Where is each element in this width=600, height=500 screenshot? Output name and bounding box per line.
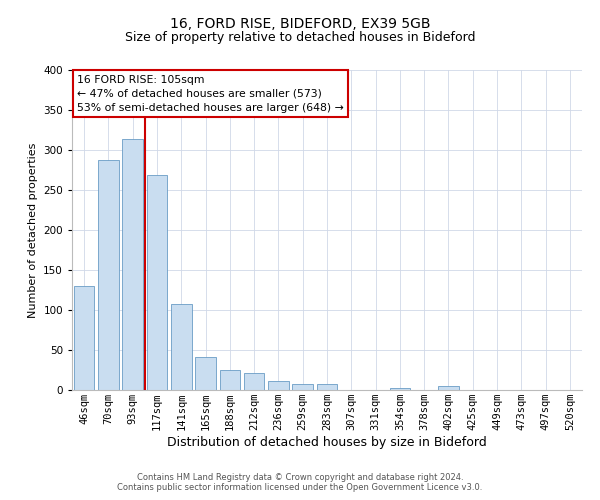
Text: Contains HM Land Registry data © Crown copyright and database right 2024.: Contains HM Land Registry data © Crown c… xyxy=(137,474,463,482)
Text: Contains public sector information licensed under the Open Government Licence v3: Contains public sector information licen… xyxy=(118,484,482,492)
Bar xyxy=(74,286,94,390)
Bar xyxy=(122,139,143,390)
X-axis label: Distribution of detached houses by size in Bideford: Distribution of detached houses by size … xyxy=(167,436,487,449)
Bar xyxy=(146,175,167,390)
Text: 16 FORD RISE: 105sqm
← 47% of detached houses are smaller (573)
53% of semi-deta: 16 FORD RISE: 105sqm ← 47% of detached h… xyxy=(77,75,344,113)
Bar xyxy=(171,304,191,390)
Bar xyxy=(244,373,265,390)
Bar xyxy=(389,388,410,390)
Text: 16, FORD RISE, BIDEFORD, EX39 5GB: 16, FORD RISE, BIDEFORD, EX39 5GB xyxy=(170,18,430,32)
Bar xyxy=(317,384,337,390)
Bar xyxy=(268,381,289,390)
Bar xyxy=(292,384,313,390)
Bar xyxy=(220,370,240,390)
Y-axis label: Number of detached properties: Number of detached properties xyxy=(28,142,38,318)
Bar xyxy=(438,386,459,390)
Bar xyxy=(98,160,119,390)
Text: Size of property relative to detached houses in Bideford: Size of property relative to detached ho… xyxy=(125,32,475,44)
Bar xyxy=(195,357,216,390)
